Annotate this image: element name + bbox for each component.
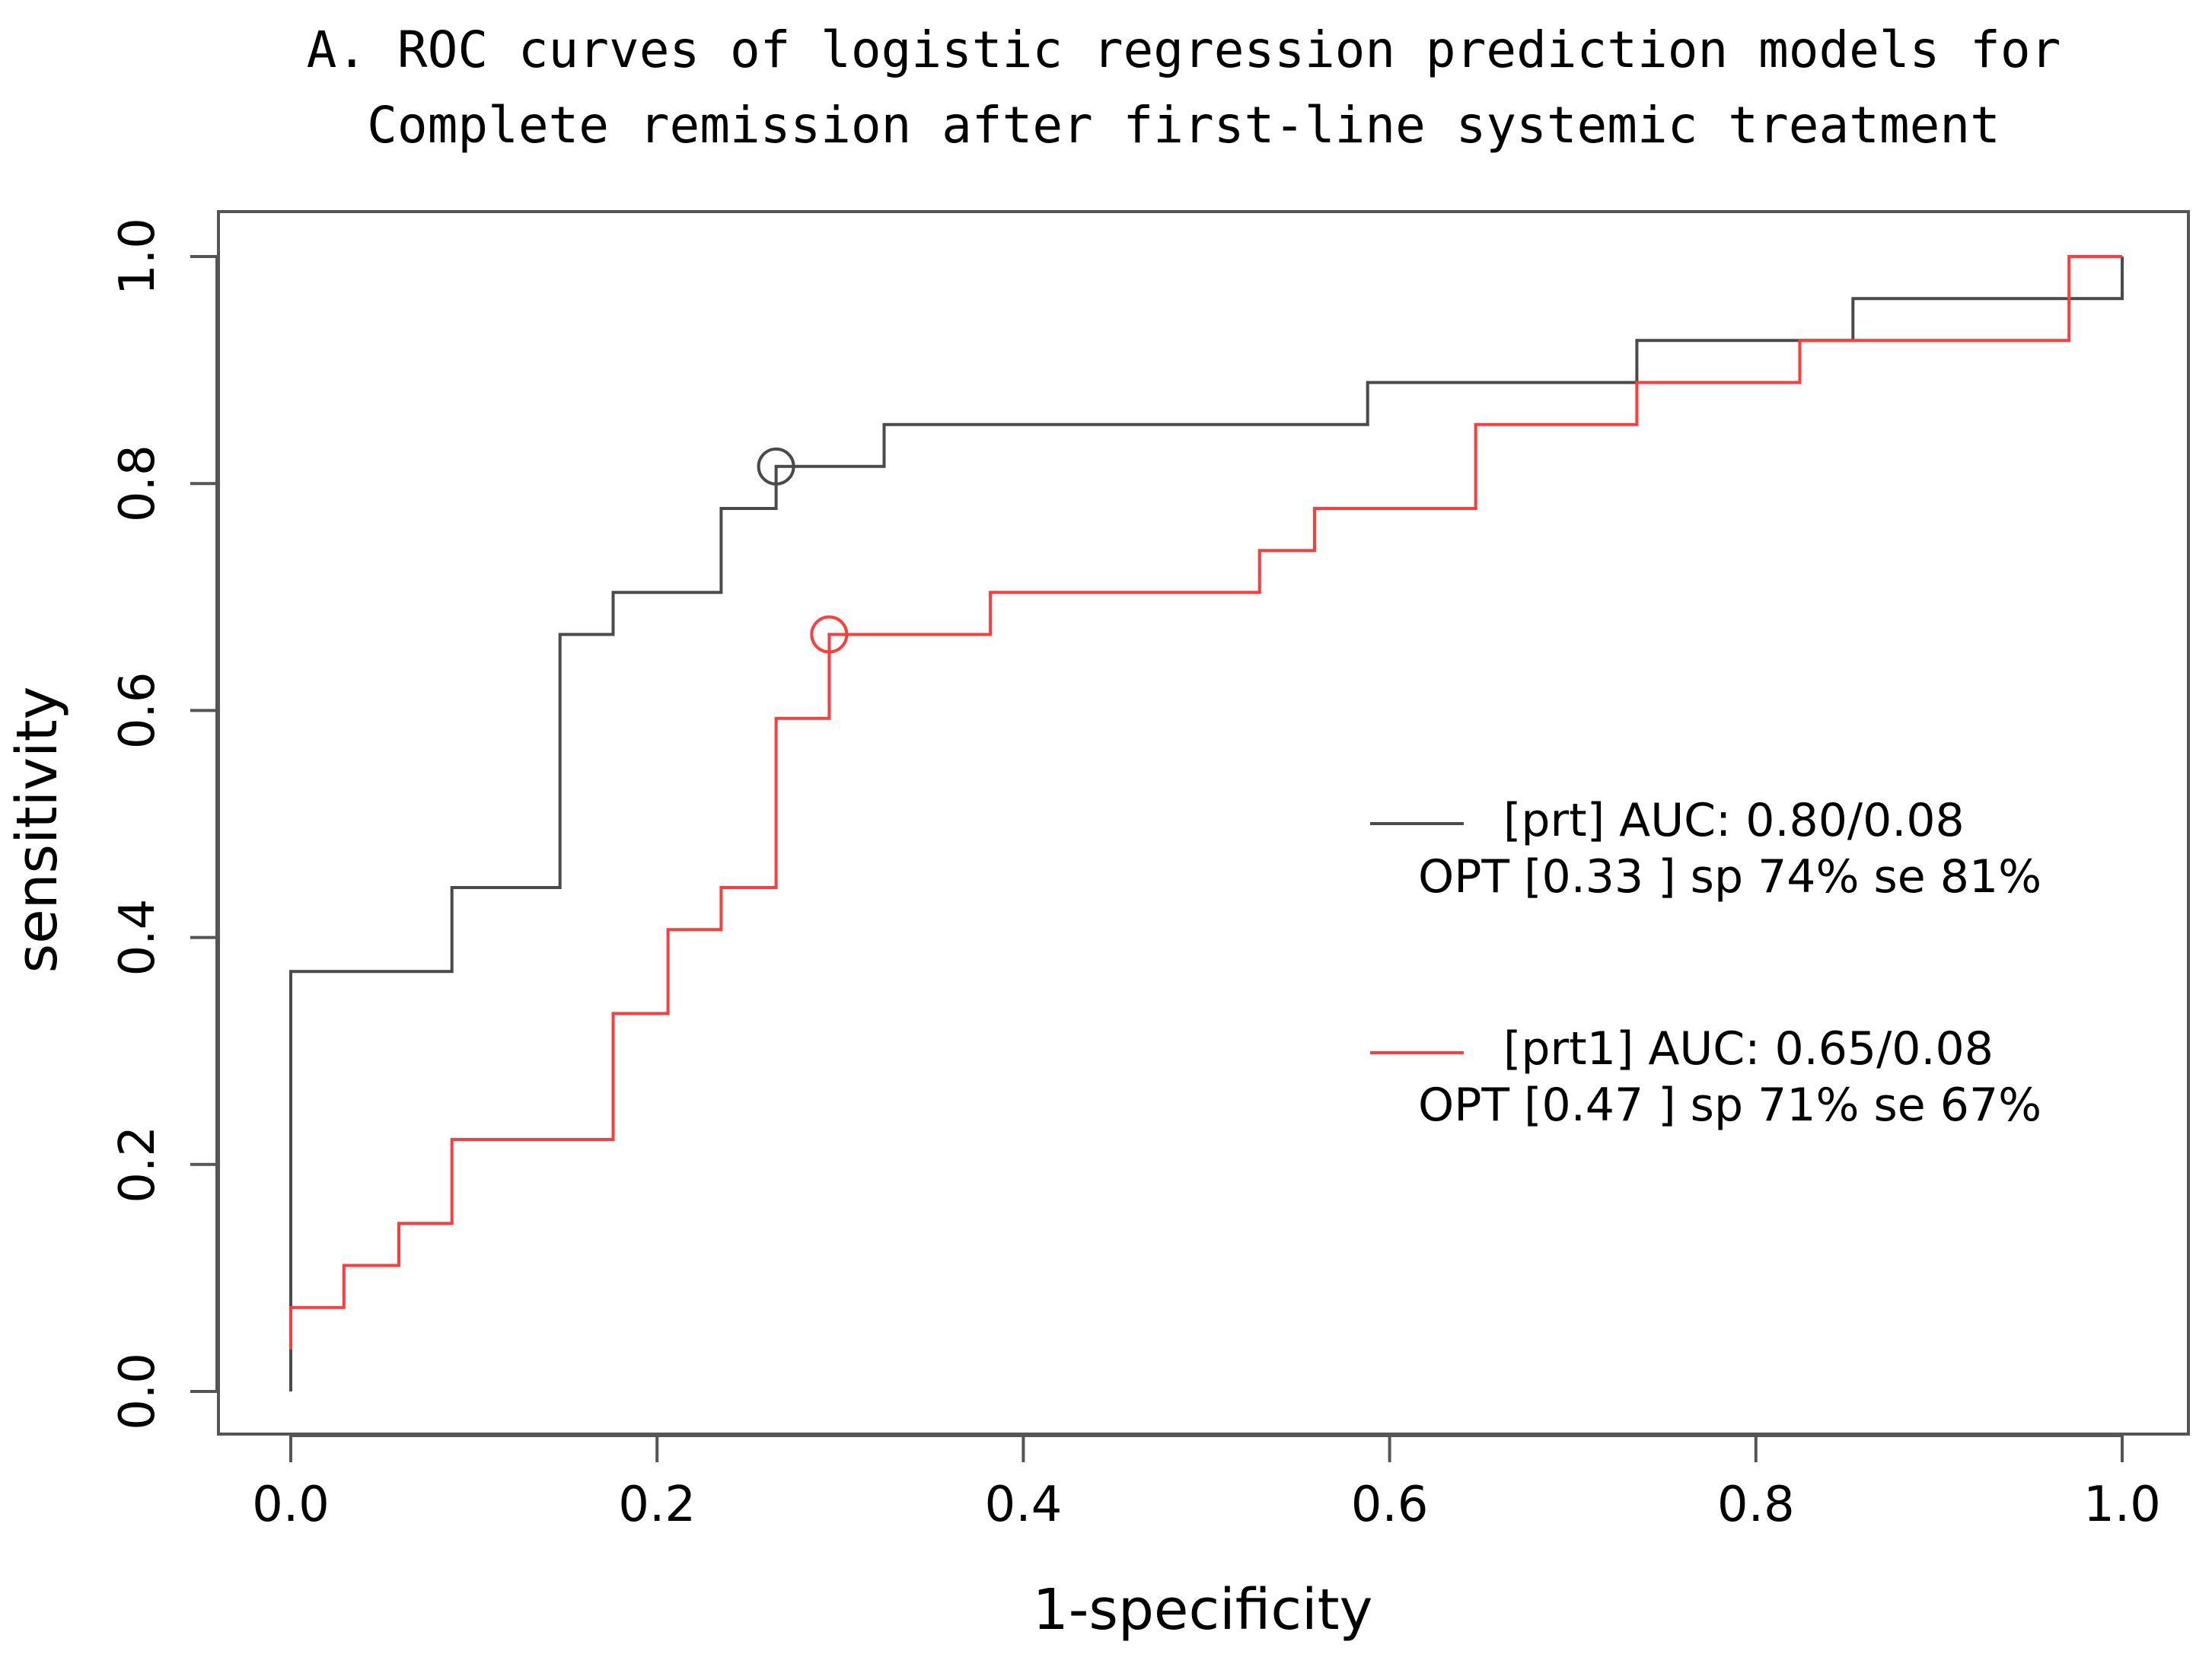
x-axis: 0.0 0.2 0.4 0.6 0.8 1.0 xyxy=(252,1434,2161,1533)
roc-curve-prt xyxy=(289,257,2124,1391)
legend-prt-line-1: [prt] AUC: 0.80/0.08 xyxy=(1503,794,1965,847)
series-layer xyxy=(289,255,2124,1391)
y-axis-label: sensitivity xyxy=(5,687,70,974)
chart-title-line-1: A. ROC curves of logistic regression pre… xyxy=(307,21,2061,79)
x-tick-label: 0.8 xyxy=(1717,1477,1795,1533)
legend: [prt] AUC: 0.80/0.08 OPT [0.33 ] sp 74% … xyxy=(1370,794,2041,1132)
x-tick-label: 1.0 xyxy=(2083,1477,2161,1533)
x-tick-label: 0.0 xyxy=(252,1477,330,1533)
chart-title-line-2: Complete remission after first-line syst… xyxy=(367,96,2000,155)
legend-prt-line-2: OPT [0.33 ] sp 74% se 81% xyxy=(1418,850,2041,904)
x-axis-label: 1-specificity xyxy=(1033,1577,1373,1643)
y-tick-label: 0.8 xyxy=(110,445,166,522)
y-tick-label: 0.0 xyxy=(110,1353,166,1430)
roc-curve-prt1 xyxy=(289,255,2122,1350)
x-tick-label: 0.6 xyxy=(1351,1477,1429,1533)
y-tick-label: 1.0 xyxy=(110,218,166,295)
legend-prt1-line-1: [prt1] AUC: 0.65/0.08 xyxy=(1503,1022,1994,1076)
y-tick-label: 0.4 xyxy=(110,899,166,977)
y-tick-label: 0.2 xyxy=(110,1126,166,1203)
y-axis: 0.0 0.2 0.4 0.6 0.8 1.0 xyxy=(110,218,218,1430)
x-tick-label: 0.4 xyxy=(985,1477,1063,1533)
x-tick-label: 0.2 xyxy=(618,1477,696,1533)
optimal-point-prt xyxy=(757,447,795,486)
y-tick-label: 0.6 xyxy=(110,672,166,750)
legend-prt1-line-2: OPT [0.47 ] sp 71% se 67% xyxy=(1418,1079,2041,1132)
optimal-point-prt1 xyxy=(810,615,849,654)
